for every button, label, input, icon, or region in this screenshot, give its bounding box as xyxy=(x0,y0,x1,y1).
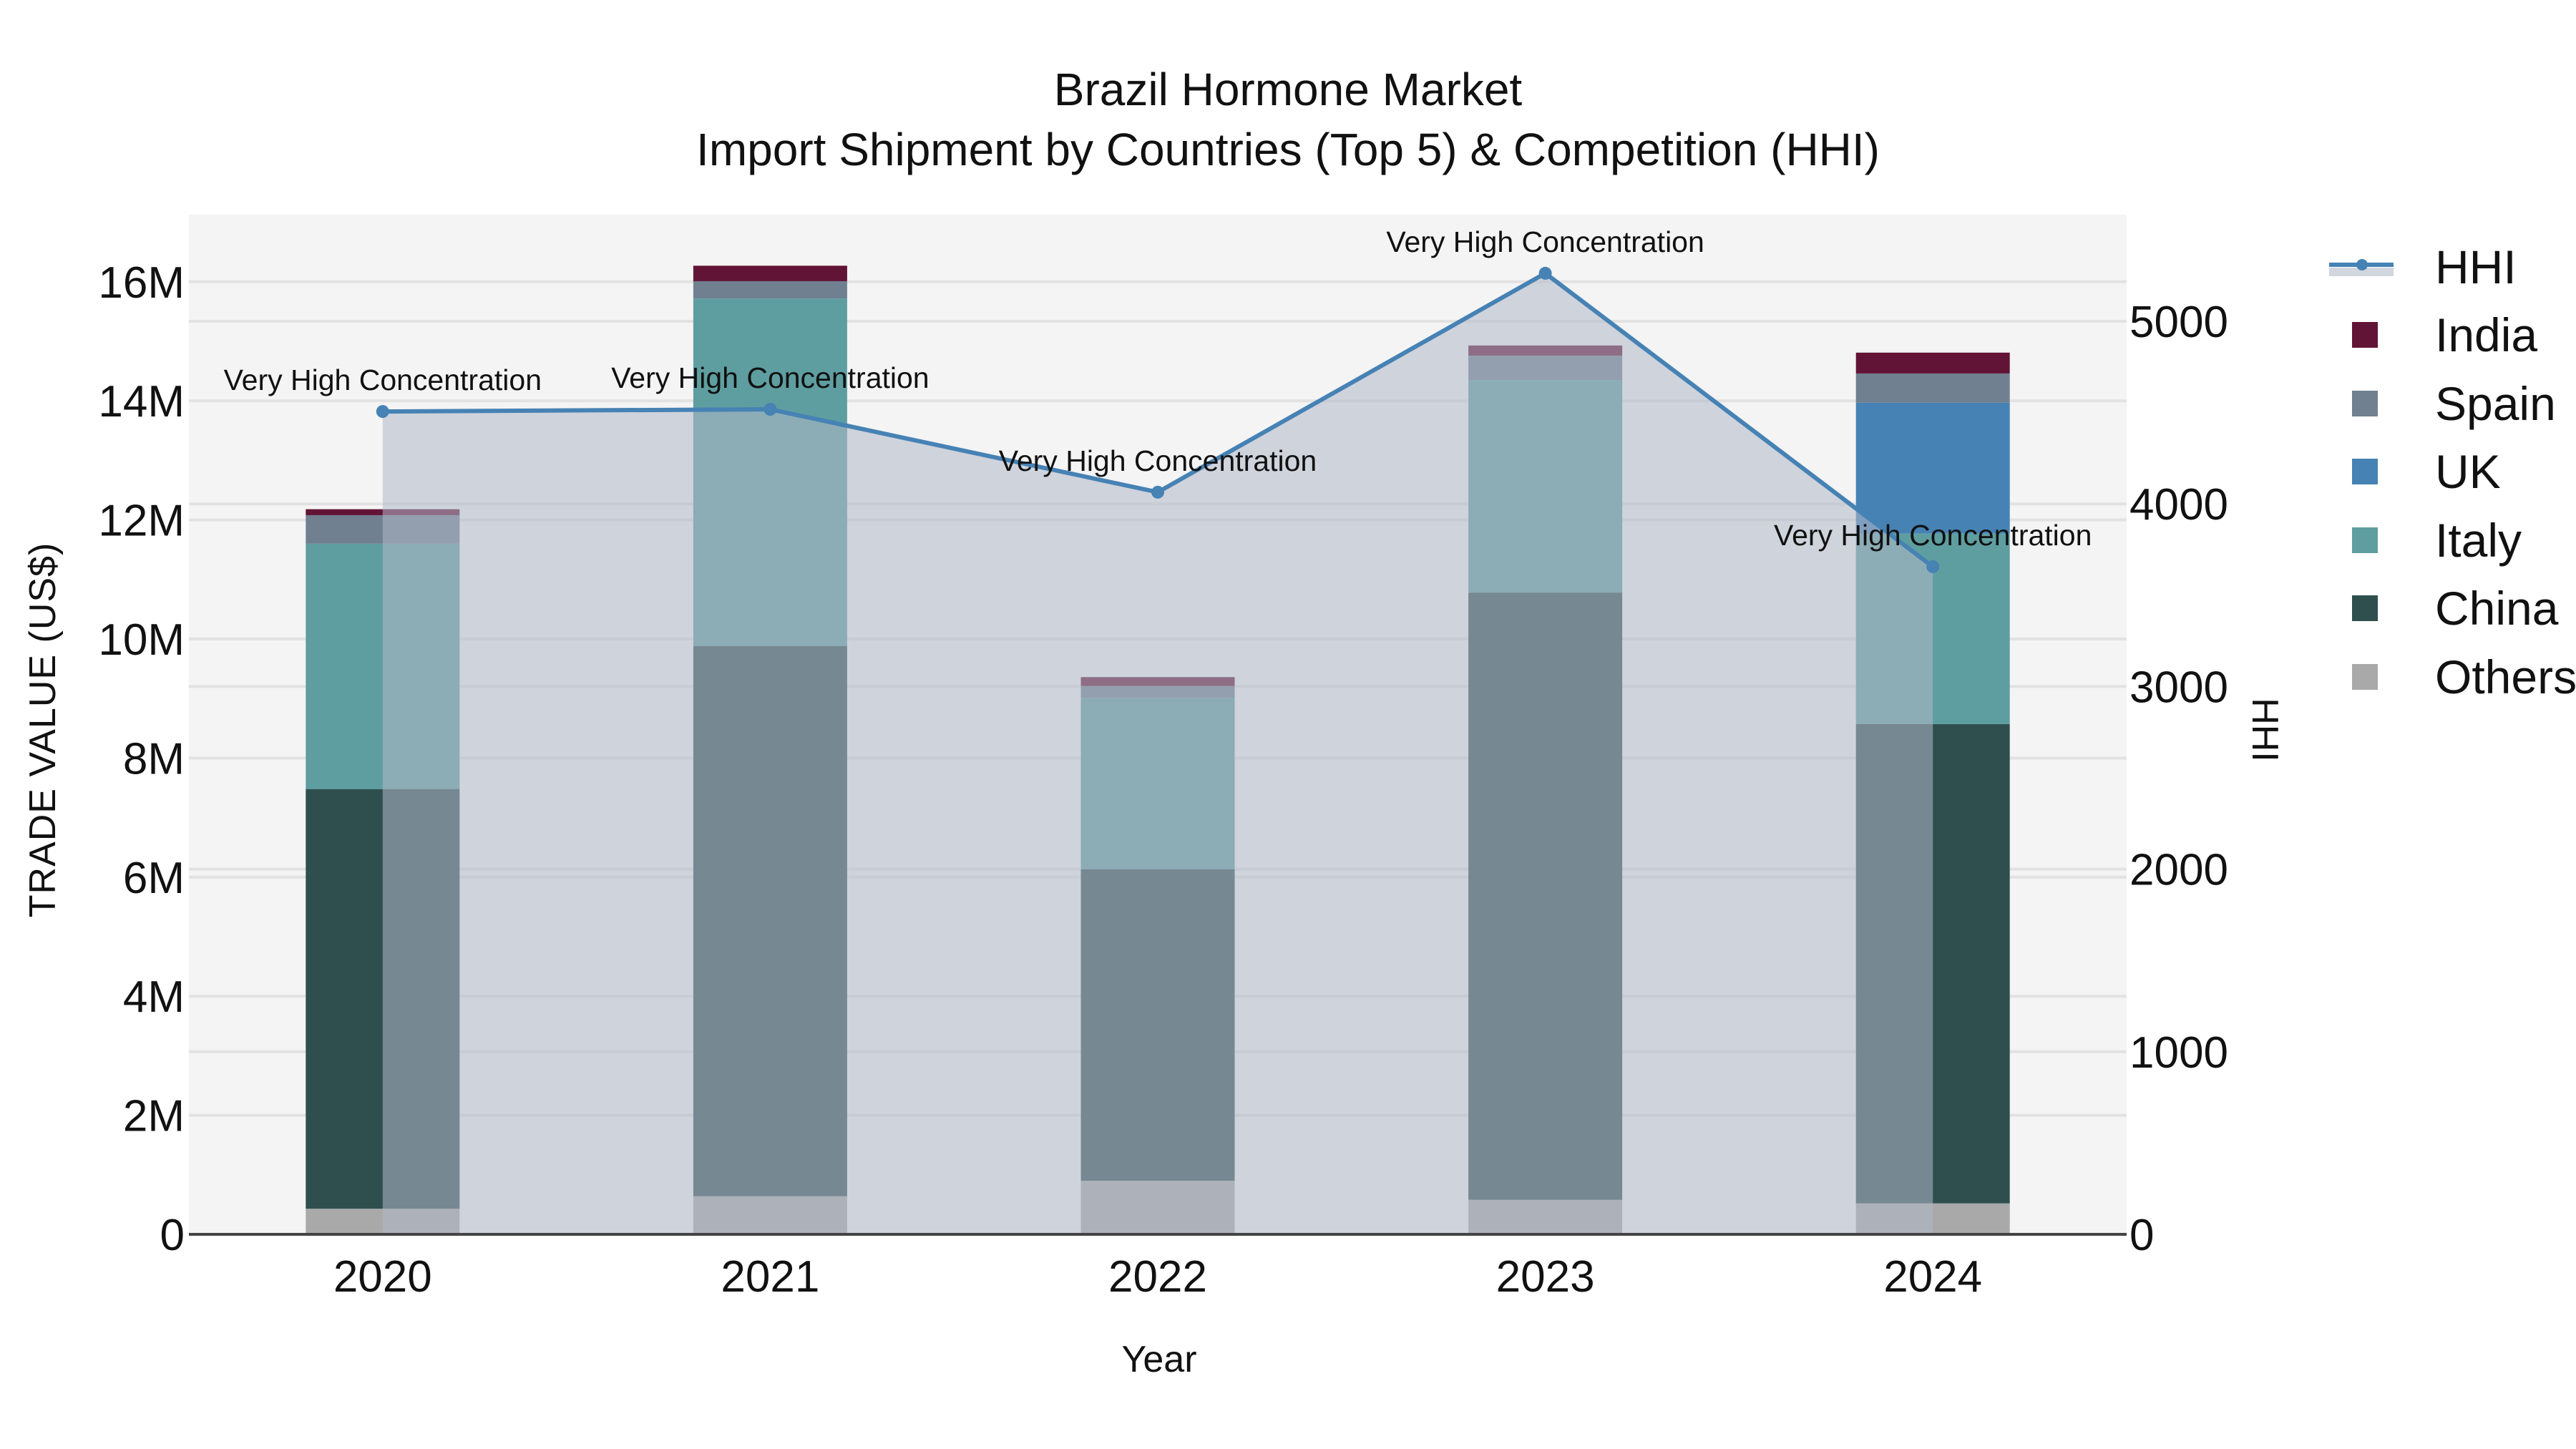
square-swatch-icon xyxy=(2352,527,2378,553)
y-tick-label: 4M xyxy=(123,972,185,1022)
x-tick-label: 2024 xyxy=(1883,1252,1982,1302)
legend-item-italy[interactable]: Italy xyxy=(2329,506,2576,575)
bar-segment-uk[interactable] xyxy=(1855,402,2010,534)
legend-label: India xyxy=(2435,308,2538,362)
square-swatch-icon xyxy=(2352,322,2378,348)
legend-item-uk[interactable]: UK xyxy=(2329,438,2576,507)
x-axis-title: Year xyxy=(1121,1339,1197,1380)
chart-subtitle: Import Shipment by Countries (Top 5) & C… xyxy=(696,124,1880,175)
y2-tick-label: 5000 xyxy=(2129,298,2228,347)
y2-tick-label: 2000 xyxy=(2129,846,2228,895)
legend-item-china[interactable]: China xyxy=(2329,575,2576,643)
hhi-point[interactable] xyxy=(1151,485,1164,499)
legend: HHI India Spain UK Italy China Others xyxy=(2329,233,2576,711)
bar-segment-spain[interactable] xyxy=(693,280,847,299)
hhi-annotation: Very High Concentration xyxy=(1386,225,1704,258)
x-tick-label: 2023 xyxy=(1496,1252,1595,1302)
bar-segment-india[interactable] xyxy=(1855,352,2010,374)
bar-segment-spain[interactable] xyxy=(1855,373,2010,403)
y2-tick-label: 3000 xyxy=(2129,663,2228,712)
x-tick-label: 2022 xyxy=(1108,1252,1207,1302)
hhi-point[interactable] xyxy=(763,403,777,416)
x-tick-label: 2020 xyxy=(333,1252,432,1302)
hhi-area xyxy=(382,273,1933,1235)
y-tick-label: 2M xyxy=(123,1092,185,1141)
y-tick-label: 10M xyxy=(98,615,185,665)
y2-tick-label: 1000 xyxy=(2129,1028,2228,1078)
chart-title: Brazil Hormone Market xyxy=(1053,64,1523,115)
legend-label: China xyxy=(2435,582,2559,635)
y2-tick-label: 4000 xyxy=(2129,480,2228,530)
legend-item-others[interactable]: Others xyxy=(2329,643,2576,711)
legend-item-hhi[interactable]: HHI xyxy=(2329,233,2576,301)
square-swatch-icon xyxy=(2352,390,2378,416)
y-tick-label: 16M xyxy=(98,258,185,308)
square-swatch-icon xyxy=(2352,459,2378,485)
legend-label: Italy xyxy=(2435,513,2522,567)
hhi-annotation: Very High Concentration xyxy=(999,444,1317,477)
y-tick-label: 0 xyxy=(160,1211,185,1260)
hhi-point[interactable] xyxy=(376,405,389,419)
square-swatch-icon xyxy=(2352,595,2378,622)
hhi-annotation: Very High Concentration xyxy=(224,364,542,396)
legend-label: HHI xyxy=(2435,240,2517,293)
y-tick-label: 14M xyxy=(98,377,185,426)
y-axis-title: TRADE VALUE (US$) xyxy=(22,542,64,918)
legend-label: Spain xyxy=(2435,376,2556,430)
y-tick-label: 6M xyxy=(123,854,185,903)
hhi-point[interactable] xyxy=(1926,560,1940,573)
y-tick-label: 12M xyxy=(98,497,185,546)
legend-item-spain[interactable]: Spain xyxy=(2329,369,2576,438)
y2-axis-title: HHI xyxy=(2244,698,2285,762)
y-tick-label: 8M xyxy=(123,734,185,784)
y2-tick-label: 0 xyxy=(2129,1211,2154,1260)
x-tick-label: 2021 xyxy=(721,1252,819,1302)
hhi-annotation: Very High Concentration xyxy=(611,361,929,394)
legend-label: Others xyxy=(2435,650,2576,703)
legend-label: UK xyxy=(2435,445,2501,499)
bar-segment-india[interactable] xyxy=(693,265,847,281)
line-marker-icon xyxy=(2329,256,2394,278)
hhi-annotation: Very High Concentration xyxy=(1774,519,2092,552)
hhi-point[interactable] xyxy=(1538,266,1552,280)
legend-item-india[interactable]: India xyxy=(2329,301,2576,370)
square-swatch-icon xyxy=(2352,663,2378,690)
